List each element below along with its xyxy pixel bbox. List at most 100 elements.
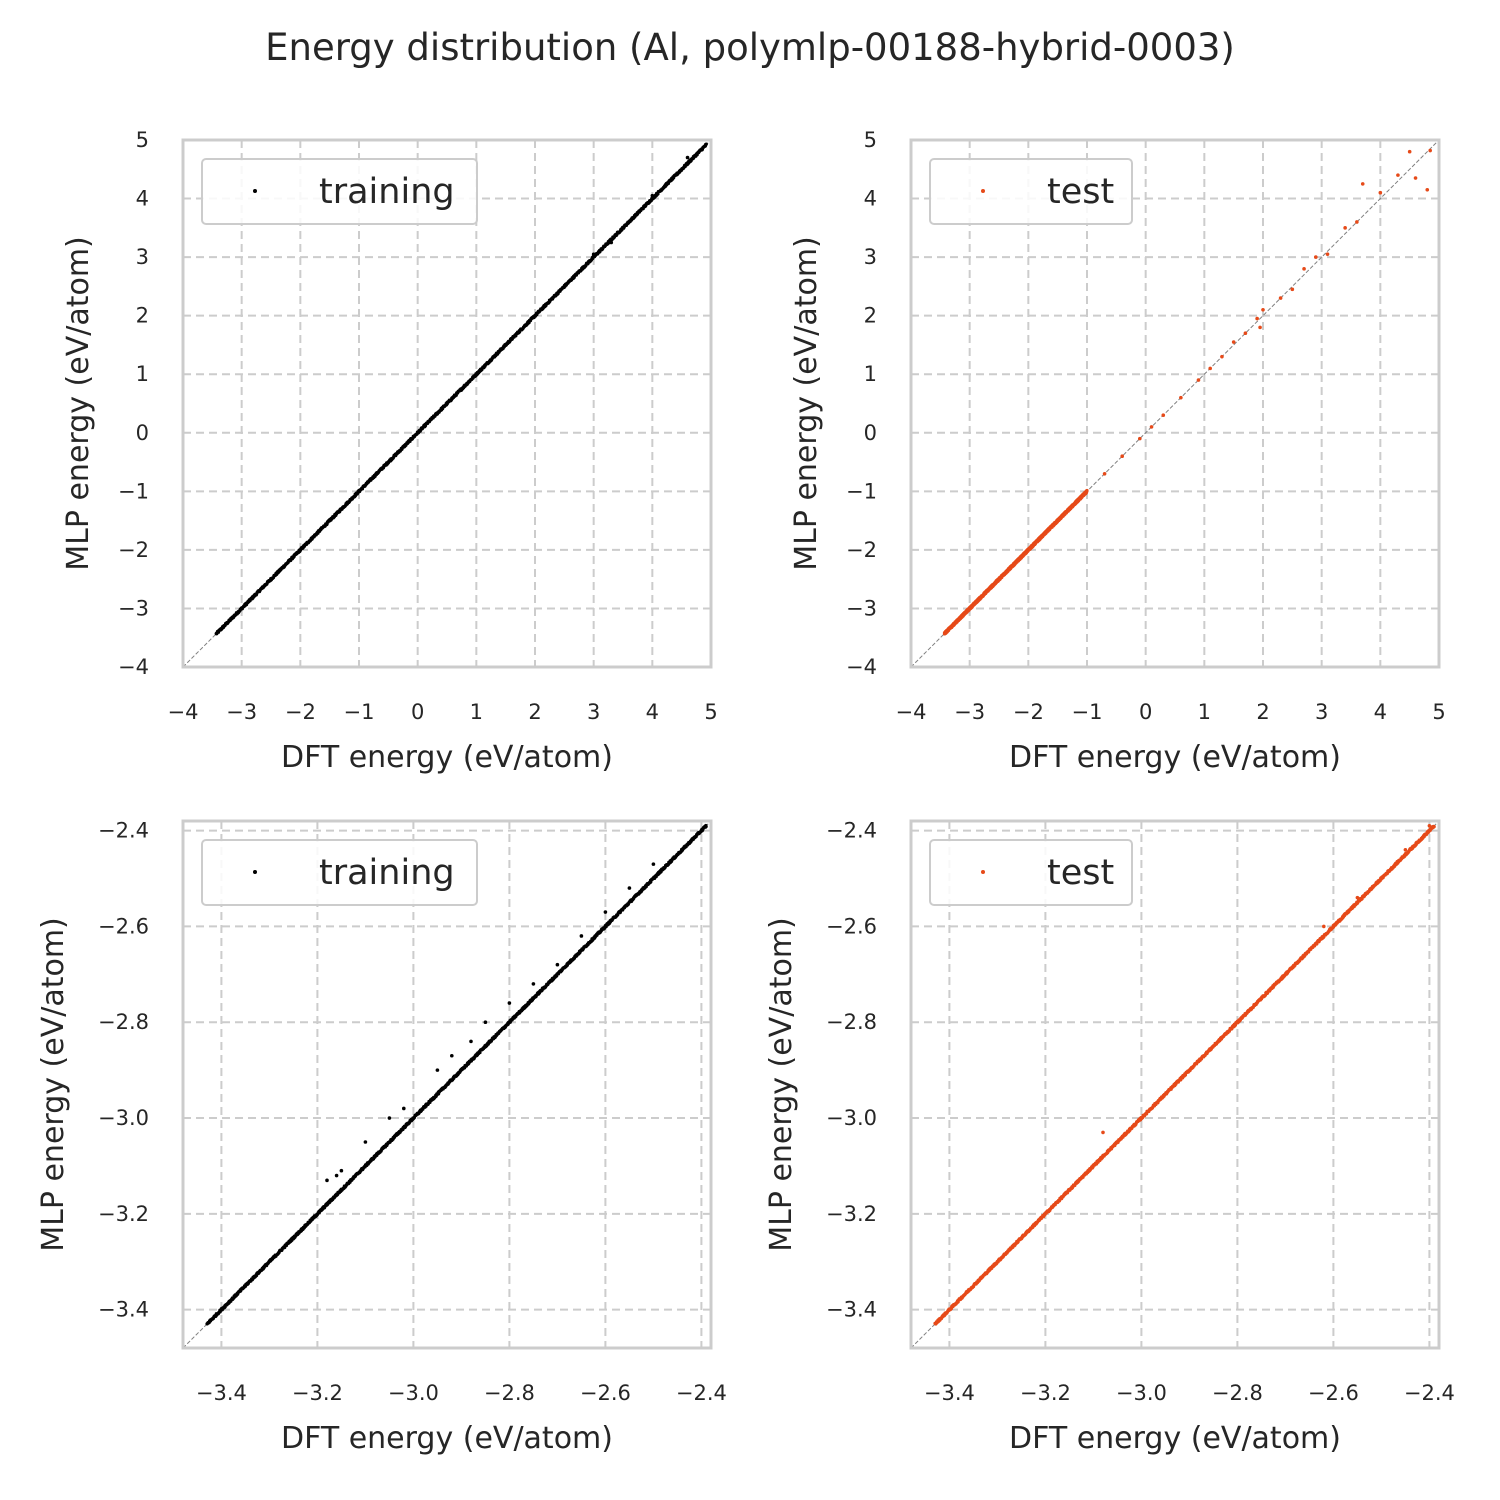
legend-marker bbox=[253, 870, 257, 874]
data-point bbox=[214, 631, 219, 636]
y-tick-label: −3.0 bbox=[98, 1106, 149, 1130]
x-tick-label: −2 bbox=[285, 700, 316, 724]
data-point bbox=[1407, 149, 1412, 154]
figure-title: Energy distribution (Al, polymlp-00188-h… bbox=[265, 26, 1235, 69]
y-tick-label: 3 bbox=[864, 245, 877, 269]
y-tick-label: −1 bbox=[118, 479, 149, 503]
y-tick-label: −3 bbox=[846, 596, 877, 620]
x-tick-label: −1 bbox=[1072, 700, 1103, 724]
data-point bbox=[1149, 425, 1154, 429]
x-tick-label: −1 bbox=[344, 700, 375, 724]
y-tick-label: −4 bbox=[118, 655, 149, 679]
y-tick-label: −2.6 bbox=[98, 914, 149, 938]
x-tick-label: 4 bbox=[646, 700, 659, 724]
data-point bbox=[298, 548, 303, 552]
data-point bbox=[387, 1116, 392, 1120]
data-point bbox=[445, 401, 449, 406]
diagonal-reference-line bbox=[910, 139, 1440, 668]
data-point bbox=[621, 226, 625, 230]
data-point bbox=[263, 583, 267, 587]
data-point bbox=[450, 1053, 454, 1058]
x-tick-label: −2.8 bbox=[484, 1381, 535, 1405]
y-tick-label: −1 bbox=[846, 479, 877, 503]
x-tick-label: 4 bbox=[1374, 700, 1387, 724]
data-point bbox=[627, 886, 632, 890]
x-tick-label: 3 bbox=[587, 700, 600, 724]
data-point bbox=[1428, 148, 1432, 153]
data-point bbox=[562, 284, 567, 289]
data-point bbox=[339, 1168, 344, 1173]
y-axis-label: MLP energy (eV/atom) bbox=[36, 917, 71, 1252]
plot-frame bbox=[181, 138, 713, 669]
x-tick-label: −3 bbox=[226, 700, 257, 724]
data-point bbox=[1243, 331, 1248, 336]
data-point bbox=[651, 862, 656, 866]
data-point bbox=[1102, 471, 1107, 476]
data-point bbox=[579, 934, 584, 938]
x-tick-label: 1 bbox=[1198, 700, 1211, 724]
data-point bbox=[1360, 182, 1365, 186]
y-tick-label: 2 bbox=[136, 304, 149, 328]
y-tick-label: 1 bbox=[864, 362, 877, 386]
x-tick-label: −3.0 bbox=[388, 1381, 439, 1405]
y-tick-label: −2.4 bbox=[98, 819, 149, 843]
data-points-training bbox=[214, 142, 708, 636]
data-point bbox=[415, 430, 420, 435]
y-tick-label: −2.8 bbox=[98, 1010, 149, 1034]
data-point bbox=[533, 313, 537, 318]
x-axis-label: DFT energy (eV/atom) bbox=[281, 1421, 613, 1456]
data-point bbox=[1290, 287, 1295, 292]
data-point bbox=[327, 518, 332, 523]
data-point bbox=[603, 910, 608, 914]
data-point bbox=[555, 962, 560, 967]
y-tick-label: −3.4 bbox=[98, 1298, 149, 1322]
data-point bbox=[531, 982, 536, 986]
data-point bbox=[650, 193, 655, 198]
x-tick-label: 0 bbox=[1139, 700, 1152, 724]
y-tick-label: 5 bbox=[136, 128, 149, 152]
data-point bbox=[1258, 325, 1262, 330]
data-point bbox=[402, 1106, 406, 1111]
x-tick-label: −4 bbox=[896, 700, 927, 724]
legend: training bbox=[201, 158, 478, 225]
data-point bbox=[357, 489, 361, 494]
data-point bbox=[591, 252, 596, 256]
x-tick-label: −2 bbox=[1013, 700, 1044, 724]
data-point bbox=[1396, 173, 1400, 177]
y-tick-label: 1 bbox=[136, 362, 149, 386]
x-axis-label: DFT energy (eV/atom) bbox=[281, 740, 613, 775]
y-tick-label: 4 bbox=[136, 187, 149, 211]
x-tick-label: 3 bbox=[1315, 700, 1328, 724]
y-tick-label: −2 bbox=[118, 538, 149, 562]
data-point bbox=[1261, 308, 1265, 312]
x-tick-label: 2 bbox=[528, 700, 541, 724]
data-point bbox=[507, 1001, 512, 1005]
legend-label: test bbox=[1047, 172, 1114, 212]
data-point bbox=[325, 1178, 329, 1183]
legend: training bbox=[201, 839, 478, 906]
legend: test bbox=[929, 158, 1133, 225]
data-point bbox=[228, 618, 232, 622]
data-point bbox=[1231, 340, 1236, 344]
y-tick-label: −4 bbox=[846, 655, 877, 679]
data-point bbox=[1425, 187, 1430, 192]
x-tick-label: 5 bbox=[704, 700, 717, 724]
data-point bbox=[1138, 436, 1142, 441]
data-point bbox=[1325, 252, 1330, 256]
data-point bbox=[363, 1140, 368, 1144]
data-point bbox=[685, 155, 690, 160]
legend-label: training bbox=[319, 172, 455, 212]
y-tick-label: 0 bbox=[136, 421, 149, 445]
x-tick-label: −3.4 bbox=[196, 1381, 247, 1405]
x-tick-label: −3.2 bbox=[292, 1381, 343, 1405]
x-tick-label: −3 bbox=[954, 700, 985, 724]
data-point bbox=[474, 372, 479, 377]
data-point bbox=[668, 179, 672, 183]
data-point bbox=[275, 571, 279, 576]
y-tick-label: −3.2 bbox=[98, 1202, 149, 1226]
y-tick-label: 0 bbox=[864, 421, 877, 445]
y-tick-label: −2 bbox=[846, 538, 877, 562]
data-point bbox=[1302, 267, 1306, 271]
